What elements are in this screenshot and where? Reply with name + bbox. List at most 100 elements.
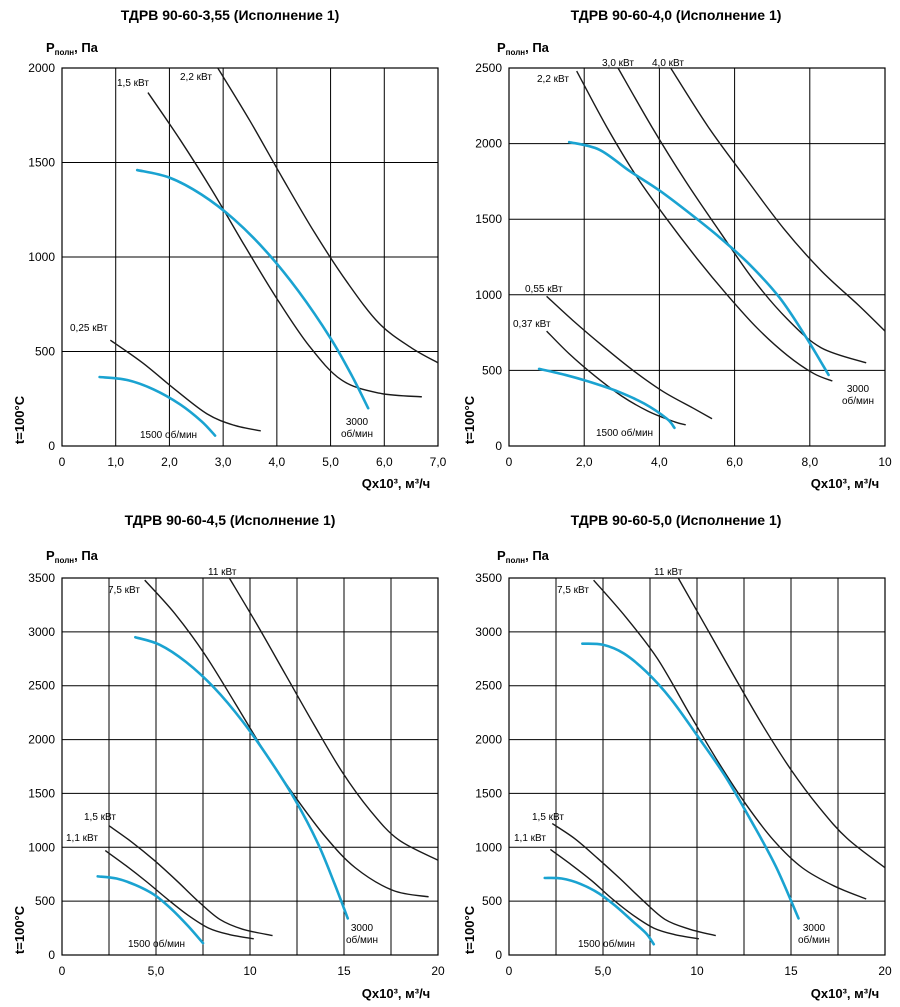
chart-panel: ТДРВ 90-60-3,55 (Исполнение 1) 0 1,0 2,0 3,0… xyxy=(0,0,450,500)
chart-panel: ТДРВ 90-60-5,0 (Исполнение 1) 0 5,0 10 15 20 0… xyxy=(450,508,900,1007)
curve-label: 3000 об/мин xyxy=(341,417,373,440)
y-tick-label: 2500 xyxy=(475,679,502,693)
x-axis-label: Qx10³, м³/ч xyxy=(811,476,879,491)
performance-curve xyxy=(537,367,676,430)
x-tick-label: 5,0 xyxy=(148,964,165,978)
curve-label: 1500 об/мин xyxy=(128,938,185,950)
performance-curve xyxy=(581,642,800,920)
x-axis-label: Qx10³, м³/ч xyxy=(811,986,879,1001)
x-axis-label: Qx10³, м³/ч xyxy=(362,476,430,491)
curve-label: 2,2 кВт xyxy=(180,72,212,83)
performance-curve xyxy=(135,168,370,410)
curve-label: 3,0 кВт xyxy=(602,58,634,69)
x-tick-label: 6,0 xyxy=(376,455,393,469)
x-axis-label: Qx10³, м³/ч xyxy=(362,986,430,1001)
y-tick-label: 0 xyxy=(495,948,502,962)
x-tick-label: 5,0 xyxy=(322,455,339,469)
power-curve xyxy=(576,70,833,382)
performance-curve xyxy=(134,635,350,920)
curve-label: 1,5 кВт xyxy=(84,812,116,823)
y-tick-label: 1500 xyxy=(28,786,55,800)
x-tick-label: 8,0 xyxy=(801,455,818,469)
x-tick-label: 15 xyxy=(784,964,798,978)
y-tick-label: 0 xyxy=(48,439,55,453)
y-tick-label: 500 xyxy=(482,894,502,908)
y-tick-label: 0 xyxy=(48,948,55,962)
y-tick-label: 1000 xyxy=(28,840,55,854)
power-curve xyxy=(109,339,261,432)
y-tick-label: 500 xyxy=(35,345,55,359)
y-tick-label: 2000 xyxy=(475,733,502,747)
temperature-label: t=100°C xyxy=(462,395,477,444)
x-tick-label: 15 xyxy=(337,964,351,978)
x-tick-label: 10 xyxy=(878,455,892,469)
y-tick-label: 2500 xyxy=(475,61,502,75)
curve-label: 0,25 кВт xyxy=(70,323,108,334)
y-tick-label: 2000 xyxy=(28,61,55,75)
y-tick-label: 3500 xyxy=(475,571,502,585)
performance-curve xyxy=(98,375,217,437)
power-curve xyxy=(549,848,700,940)
plot-frame xyxy=(508,67,886,447)
y-tick-label: 1500 xyxy=(475,212,502,226)
power-curve xyxy=(147,92,422,398)
curve-label: 1500 об/мин xyxy=(578,938,635,950)
chart-svg: ТДРВ 90-60-3,55 (Исполнение 1) 0 1,0 2,0 3,0… xyxy=(12,7,447,491)
chart-panel: ТДРВ 90-60-4,5 (Исполнение 1) 0 5,0 10 15 20 0… xyxy=(0,508,450,1007)
power-curve xyxy=(217,67,439,364)
temperature-label: t=100°C xyxy=(12,905,27,954)
performance-curve xyxy=(567,140,830,377)
power-curve xyxy=(593,579,867,900)
chart-svg: ТДРВ 90-60-4,5 (Исполнение 1)0 5,0 10 15 200… xyxy=(12,512,445,1001)
x-tick-label: 10 xyxy=(690,964,704,978)
curve-label: 1,1 кВт xyxy=(66,833,98,844)
power-curve xyxy=(551,823,716,937)
power-curve xyxy=(670,67,886,332)
x-tick-label: 10 xyxy=(243,964,257,978)
performance-curve xyxy=(543,876,656,946)
plot-frame xyxy=(508,577,886,956)
x-tick-label: 20 xyxy=(878,964,892,978)
x-tick-label: 4,0 xyxy=(651,455,668,469)
x-tick-label: 5,0 xyxy=(595,964,612,978)
curve-label: 2,2 кВт xyxy=(537,74,569,85)
y-axis-label: Pполн, Па xyxy=(46,40,99,57)
x-tick-label: 2,0 xyxy=(161,455,178,469)
curve-label: 1500 об/мин xyxy=(140,429,197,441)
curve-label: 0,55 кВт xyxy=(525,284,563,295)
chart-title: ТДРВ 90-60-4,0 (Исполнение 1) xyxy=(571,7,782,23)
y-tick-label: 3000 xyxy=(28,625,55,639)
y-axis-label: Pполн, Па xyxy=(497,548,550,565)
x-tick-label: 4,0 xyxy=(269,455,286,469)
x-tick-label: 0 xyxy=(506,964,513,978)
y-tick-label: 1000 xyxy=(475,288,502,302)
power-curve xyxy=(108,825,273,937)
plot-frame xyxy=(61,67,439,447)
x-tick-label: 6,0 xyxy=(726,455,743,469)
y-tick-label: 3500 xyxy=(28,571,55,585)
chart-panel: ТДРВ 90-60-4,0 (Исполнение 1) 0 2,0 4,0 6,0 8… xyxy=(450,0,900,500)
x-tick-label: 0 xyxy=(59,455,66,469)
x-tick-label: 0 xyxy=(59,964,66,978)
x-tick-label: 20 xyxy=(431,964,445,978)
curve-label: 11 кВт xyxy=(654,567,683,578)
curve-label: 3000 об/мин xyxy=(346,923,378,946)
power-curve xyxy=(144,579,429,898)
y-axis-label: Pполн, Па xyxy=(46,548,99,565)
curve-label: 1500 об/мин xyxy=(596,427,653,439)
x-tick-label: 7,0 xyxy=(430,455,447,469)
power-curve xyxy=(228,577,439,861)
temperature-label: t=100°C xyxy=(462,905,477,954)
curve-label: 3000 об/мин xyxy=(842,384,874,407)
power-curve xyxy=(617,67,867,364)
chart-title: ТДРВ 90-60-5,0 (Исполнение 1) xyxy=(571,512,782,528)
curve-label: 11 кВт xyxy=(208,567,237,578)
curve-label: 4,0 кВт xyxy=(652,58,684,69)
y-tick-label: 1000 xyxy=(28,250,55,264)
performance-curve xyxy=(96,875,205,945)
chart-title: ТДРВ 90-60-3,55 (Исполнение 1) xyxy=(121,7,340,23)
y-tick-label: 500 xyxy=(482,363,502,377)
temperature-label: t=100°C xyxy=(12,395,27,444)
curve-label: 0,37 кВт xyxy=(513,319,551,330)
y-tick-label: 1000 xyxy=(475,840,502,854)
